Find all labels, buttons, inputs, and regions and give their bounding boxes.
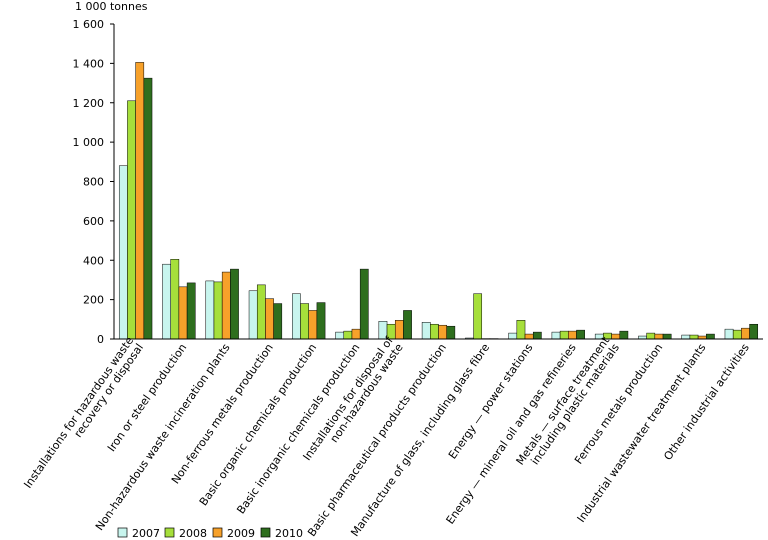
- bar-2009: [394, 320, 404, 340]
- bar-2007: [292, 293, 301, 340]
- bar-2010: [446, 325, 456, 340]
- y-tick-label: 0: [97, 333, 104, 346]
- bar-2008: [430, 323, 439, 340]
- y-tick-label: 800: [83, 176, 104, 189]
- legend-swatch-2009: [212, 527, 223, 538]
- bar-2008: [559, 330, 569, 340]
- bar-2009: [741, 327, 750, 340]
- legend-swatch-2010: [260, 527, 271, 538]
- legend-swatch-2008: [164, 527, 175, 538]
- y-tick-label: 1 400: [73, 57, 105, 70]
- legend: 2007 2008 2009 2010: [117, 527, 303, 540]
- bar-2010: [273, 303, 283, 340]
- bar-2009: [308, 310, 318, 340]
- bar-2010: [619, 330, 629, 340]
- bar-2008: [732, 329, 742, 340]
- bar-2009: [178, 286, 188, 340]
- bar-2008: [170, 259, 180, 340]
- bar-2009: [135, 62, 145, 340]
- y-tick-label: 1 000: [73, 136, 105, 149]
- bar-2010: [662, 333, 672, 340]
- bar-2008: [646, 332, 656, 340]
- legend-label-2009: 2009: [227, 527, 255, 540]
- y-tick-label: 400: [83, 254, 104, 267]
- bar-2008: [516, 320, 526, 340]
- bar-2010: [230, 268, 239, 340]
- bar-2008: [127, 100, 136, 340]
- bar-2008: [300, 303, 309, 340]
- bar-2007: [421, 322, 431, 340]
- bar-2010: [359, 268, 369, 340]
- bar-2007: [508, 332, 518, 340]
- bar-2007: [681, 334, 691, 340]
- legend-label-2010: 2010: [275, 527, 303, 540]
- y-tick-label: 200: [83, 294, 104, 307]
- x-category-label: Energy — power stations: [446, 341, 536, 461]
- bar-2009: [351, 328, 361, 340]
- bar-2010: [749, 323, 759, 340]
- bar-2007: [724, 328, 734, 340]
- bar-2008: [213, 281, 223, 340]
- bar-2010: [143, 77, 153, 340]
- bar-2007: [162, 263, 171, 340]
- bar-2010: [532, 331, 542, 340]
- bar-2007: [118, 165, 128, 340]
- bar-2010: [706, 333, 715, 340]
- bar-2009: [265, 298, 274, 340]
- bar-2009: [611, 333, 621, 340]
- bar-2008: [256, 284, 266, 340]
- bar-2010: [576, 329, 585, 340]
- bar-2008: [689, 334, 699, 340]
- legend-label-2007: 2007: [132, 527, 160, 540]
- bar-2008: [343, 330, 353, 340]
- bar-2009: [524, 333, 534, 340]
- legend-label-2008: 2008: [179, 527, 207, 540]
- x-axis: Installations for hazardous wasterecover…: [21, 333, 763, 539]
- bar-2010: [403, 310, 412, 340]
- bar-2009: [568, 330, 577, 340]
- bar-2010: [316, 302, 326, 340]
- y-tick-label: 1 600: [73, 18, 105, 31]
- bar-2009: [654, 333, 664, 340]
- bar-2007: [248, 290, 258, 340]
- y-axis-unit-label: 1 000 tonnes: [75, 0, 148, 13]
- legend-swatch-2007: [117, 527, 128, 538]
- bar-2009: [438, 324, 447, 340]
- x-category-label: Other industrial activities: [661, 341, 752, 463]
- bar-series-group: [118, 62, 759, 340]
- y-tick-label: 1 200: [73, 97, 105, 110]
- bar-2007: [205, 280, 215, 340]
- bar-2007: [551, 331, 561, 340]
- bar-2010: [186, 282, 196, 340]
- y-tick-label: 600: [83, 215, 104, 228]
- y-axis: 0 200 400 600 800 1 000 1 200 1 400 1 600: [73, 18, 115, 346]
- bar-2009: [221, 271, 231, 340]
- bar-2007: [335, 331, 345, 340]
- bar-2008: [473, 293, 483, 340]
